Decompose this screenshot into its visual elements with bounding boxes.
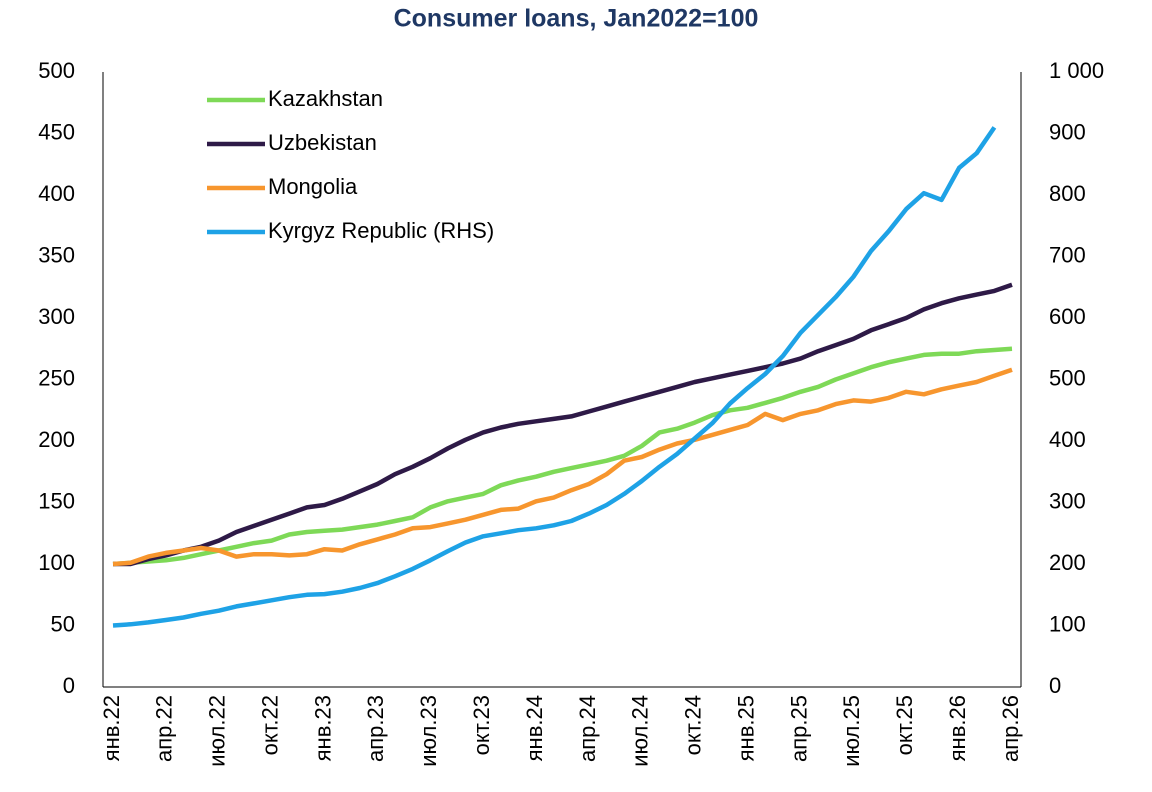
y2-tick-label: 100 bbox=[1049, 611, 1086, 636]
y-tick-label: 150 bbox=[38, 488, 75, 513]
legend-label: Kyrgyz Republic (RHS) bbox=[268, 218, 494, 243]
series-line bbox=[112, 346, 1013, 567]
y2-tick-label: 500 bbox=[1049, 365, 1086, 390]
y-tick-label: 200 bbox=[38, 427, 75, 452]
y2-tick-label: 900 bbox=[1049, 119, 1086, 144]
x-tick-label: янв.22 bbox=[99, 695, 124, 761]
x-tick-label: июл.22 bbox=[205, 695, 230, 767]
x-tick-label: июл.24 bbox=[628, 695, 653, 767]
y-tick-label: 500 bbox=[38, 58, 75, 83]
y2-tick-label: 600 bbox=[1049, 304, 1086, 329]
y-tick-label: 350 bbox=[38, 242, 75, 267]
y-tick-label: 50 bbox=[51, 611, 75, 636]
y2-tick-label: 700 bbox=[1049, 242, 1086, 267]
x-tick-label: апр.23 bbox=[363, 695, 388, 762]
x-tick-label: окт.25 bbox=[892, 695, 917, 755]
y2-tick-label: 800 bbox=[1049, 181, 1086, 206]
chart-title: Consumer loans, Jan2022=100 bbox=[394, 5, 759, 33]
x-tick-label: янв.25 bbox=[733, 695, 758, 761]
x-tick-label: янв.24 bbox=[522, 695, 547, 761]
series-line bbox=[112, 126, 997, 628]
y-tick-label: 450 bbox=[38, 119, 75, 144]
y2-tick-label: 1 000 bbox=[1049, 58, 1104, 83]
y2-tick-label: 0 bbox=[1049, 673, 1061, 698]
x-tick-label: апр.26 bbox=[998, 695, 1023, 762]
y-tick-label: 300 bbox=[38, 304, 75, 329]
series-line bbox=[113, 282, 1013, 567]
y-tick-label: 400 bbox=[38, 181, 75, 206]
x-tick-label: янв.23 bbox=[310, 695, 335, 761]
y2-tick-label: 300 bbox=[1049, 488, 1086, 513]
y2-tick-label: 200 bbox=[1049, 550, 1086, 575]
x-tick-label: янв.26 bbox=[945, 695, 970, 761]
legend-label: Kazakhstan bbox=[268, 86, 383, 111]
legend-label: Uzbekistan bbox=[268, 130, 377, 155]
series-line bbox=[112, 367, 1013, 567]
y2-tick-label: 400 bbox=[1049, 427, 1086, 452]
x-tick-label: окт.22 bbox=[257, 695, 282, 755]
legend-label: Mongolia bbox=[268, 174, 358, 199]
y-tick-label: 100 bbox=[38, 550, 75, 575]
y-tick-label: 250 bbox=[38, 365, 75, 390]
x-tick-label: июл.25 bbox=[839, 695, 864, 767]
x-tick-label: апр.24 bbox=[575, 695, 600, 762]
x-tick-label: апр.22 bbox=[152, 695, 177, 762]
x-tick-label: апр.25 bbox=[786, 695, 811, 762]
x-tick-label: окт.23 bbox=[469, 695, 494, 755]
x-tick-label: окт.24 bbox=[681, 695, 706, 755]
y-tick-label: 0 bbox=[63, 673, 75, 698]
x-tick-label: июл.23 bbox=[416, 695, 441, 767]
